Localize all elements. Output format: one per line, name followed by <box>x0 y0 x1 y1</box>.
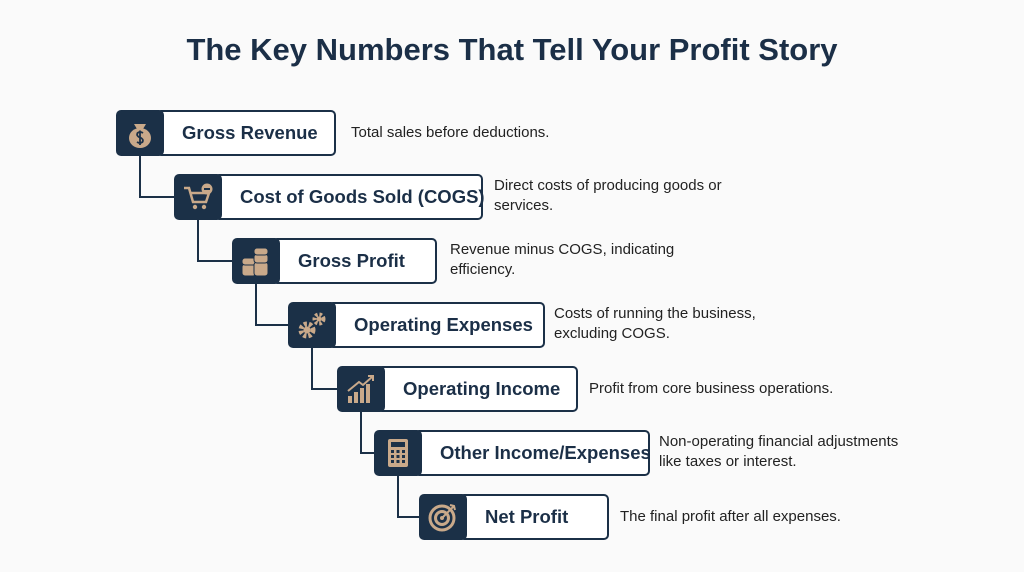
connector <box>139 156 174 198</box>
connector <box>311 348 337 390</box>
icon-glyph <box>241 247 269 277</box>
step-label: Operating Income <box>377 366 578 412</box>
step-icon <box>288 302 336 348</box>
step-label: Other Income/Expenses <box>414 430 651 476</box>
connector <box>360 412 374 454</box>
step-description: Costs of running the business, excluding… <box>554 305 756 342</box>
step-label: Operating Expenses <box>328 302 545 348</box>
step-icon <box>374 430 422 476</box>
step-icon <box>419 494 467 540</box>
step-description: Total sales before deductions. <box>351 124 550 141</box>
icon-glyph <box>347 375 374 403</box>
step-description: Revenue minus COGS, indicating efficienc… <box>450 241 675 278</box>
connector <box>397 476 419 518</box>
connector <box>255 284 288 326</box>
step-label: Gross Profit <box>272 238 437 284</box>
step-icon <box>116 110 164 156</box>
step-description: Non-operating financial adjustments like… <box>659 433 899 470</box>
step-description: The final profit after all expenses. <box>620 508 841 525</box>
icon-glyph <box>428 504 456 532</box>
step-label: Cost of Goods Sold (COGS) <box>214 174 485 220</box>
step-description: Direct costs of producing goods or servi… <box>494 177 722 214</box>
icon-glyph <box>388 439 408 467</box>
icon-glyph <box>129 124 151 148</box>
step-label: Net Profit <box>459 494 609 540</box>
step-icon <box>174 174 222 220</box>
step-icon <box>337 366 385 412</box>
icon-glyph <box>298 312 326 339</box>
icon-glyph <box>184 183 213 210</box>
step-description: Profit from core business operations. <box>589 380 834 397</box>
step-label: Gross Revenue <box>156 110 336 156</box>
connector <box>197 220 232 262</box>
title: The Key Numbers That Tell Your Profit St… <box>186 32 838 67</box>
step-icon <box>232 238 280 284</box>
